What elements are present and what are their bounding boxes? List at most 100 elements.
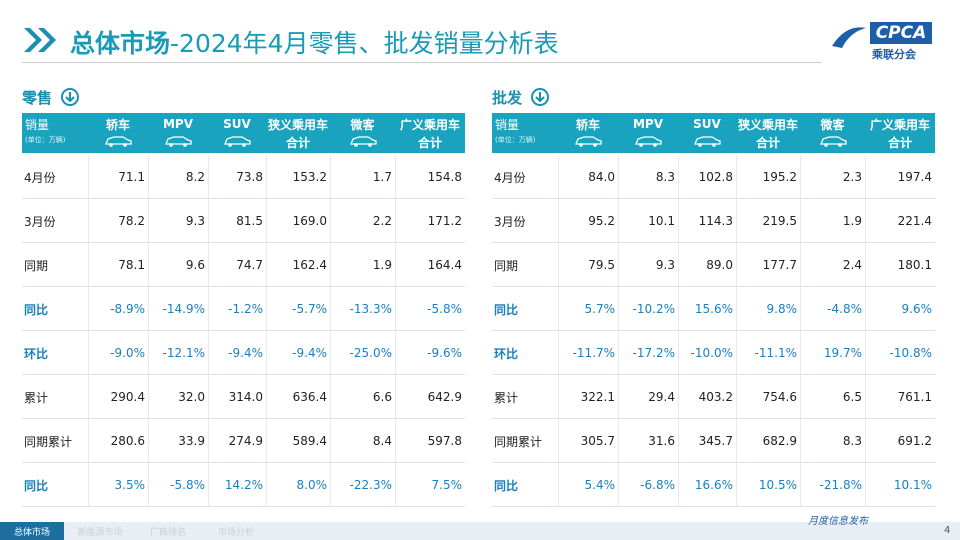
table-cell: 33.9 (178, 434, 205, 448)
table-cell: 761.1 (897, 390, 932, 404)
row-label: 同期 (494, 258, 519, 273)
table-cell: 195.2 (762, 170, 797, 184)
table-cell: -10.8% (889, 346, 932, 360)
table-cell: 9.8% (766, 302, 798, 316)
column-header: 合计 (887, 135, 912, 150)
row-line (22, 374, 465, 375)
unit-note: (单位：万辆) (495, 136, 536, 144)
logo-mark (832, 27, 866, 48)
car-icon (165, 136, 192, 147)
car-icon (819, 136, 847, 147)
table-cell: 9.3 (655, 258, 675, 272)
row-label: 累计 (494, 390, 519, 405)
table-cell: 3.5% (114, 478, 146, 492)
table-cell: 2.3 (842, 170, 862, 184)
table-cell: 9.3 (185, 214, 205, 228)
table-cell: 754.6 (762, 390, 797, 404)
table-cell: 7.5% (431, 478, 463, 492)
row-label: 同期累计 (494, 434, 543, 449)
footer-tab[interactable]: 总体市场 (0, 522, 64, 540)
column-icon (678, 134, 736, 148)
col-line (208, 155, 209, 507)
table-cell: 221.4 (897, 214, 932, 228)
table-cell: 682.9 (762, 434, 797, 448)
column-header: SUV (693, 117, 721, 131)
table-cell: 89.0 (706, 258, 733, 272)
table-title: 批发 (492, 88, 523, 107)
column-header: 轿车 (575, 117, 600, 132)
row-label: 累计 (24, 390, 49, 405)
table-cell: 29.4 (648, 390, 675, 404)
table-cell: 597.8 (427, 434, 462, 448)
table-cell: 1.9 (842, 214, 862, 228)
table-cell: 10.1% (893, 478, 932, 492)
table-title: 零售 (22, 88, 53, 107)
table-cell: 403.2 (698, 390, 733, 404)
table-cell: 691.2 (897, 434, 932, 448)
column-icon (330, 134, 395, 148)
table-cell: 636.4 (292, 390, 327, 404)
row-line (492, 286, 935, 287)
column-icon (618, 134, 678, 148)
rule (22, 62, 822, 63)
unit-note: (单位：万辆) (25, 136, 66, 144)
table-cell: 15.6% (694, 302, 733, 316)
col-line (736, 155, 737, 507)
row-label: 3月份 (24, 214, 56, 229)
table-cell: 164.4 (427, 258, 462, 272)
table-cell: 162.4 (292, 258, 327, 272)
row-line (492, 462, 935, 463)
table-cell: 78.1 (118, 258, 145, 272)
footer-tab[interactable]: 厂商排名 (149, 527, 186, 538)
column-header: 微客 (820, 117, 845, 132)
col-line (800, 155, 801, 507)
table-cell: -25.0% (349, 346, 392, 360)
table-cell: -6.8% (640, 478, 675, 492)
footer-tab[interactable]: 新能源市场 (77, 527, 123, 538)
row-label: 同比 (494, 302, 519, 317)
table-cell: 314.0 (228, 390, 263, 404)
table-cell: 10.5% (758, 478, 797, 492)
table-cell: 197.4 (897, 170, 932, 184)
row-line (22, 242, 465, 243)
table-cell: 32.0 (178, 390, 205, 404)
table-cell: -9.4% (292, 346, 327, 360)
table-cell: -17.2% (632, 346, 675, 360)
row-line (22, 418, 465, 419)
chevrons (24, 28, 56, 52)
table-cell: 180.1 (897, 258, 932, 272)
logo-en: CPCA (870, 22, 932, 44)
table-cell: -8.9% (110, 302, 145, 316)
table-cell: 5.4% (584, 478, 616, 492)
table-cell: -1.2% (228, 302, 263, 316)
row-label: 4月份 (494, 170, 526, 185)
column-icon (88, 134, 148, 148)
row-line (22, 330, 465, 331)
table-cell: 154.8 (427, 170, 462, 184)
table-cell: 589.4 (292, 434, 327, 448)
table-cell: -9.4% (228, 346, 263, 360)
table-cell: 322.1 (580, 390, 615, 404)
footer-bar (0, 522, 960, 540)
table-cell: -13.3% (349, 302, 392, 316)
footer-tab[interactable]: 市场分析 (217, 527, 254, 538)
table-cell: -4.8% (827, 302, 862, 316)
table-cell: 81.5 (236, 214, 263, 228)
car-icon (105, 136, 132, 147)
table-cell: 8.3 (655, 170, 675, 184)
car-icon (635, 136, 662, 147)
table-cell: 8.3 (842, 434, 862, 448)
column-header: 合计 (755, 135, 780, 150)
page-number: 4 (944, 525, 951, 536)
title-bold: 总体市场 (70, 29, 171, 58)
table-cell: 10.1 (648, 214, 675, 228)
column-header: 广义乘用车 (399, 117, 460, 132)
table-cell: 19.7% (823, 346, 862, 360)
table-cell: 31.6 (648, 434, 675, 448)
table-cell: -11.7% (572, 346, 615, 360)
table-cell: 74.7 (236, 258, 263, 272)
table-cell: 2.4 (842, 258, 862, 272)
table-cell: 71.1 (118, 170, 145, 184)
table-cell: 6.6 (372, 390, 392, 404)
